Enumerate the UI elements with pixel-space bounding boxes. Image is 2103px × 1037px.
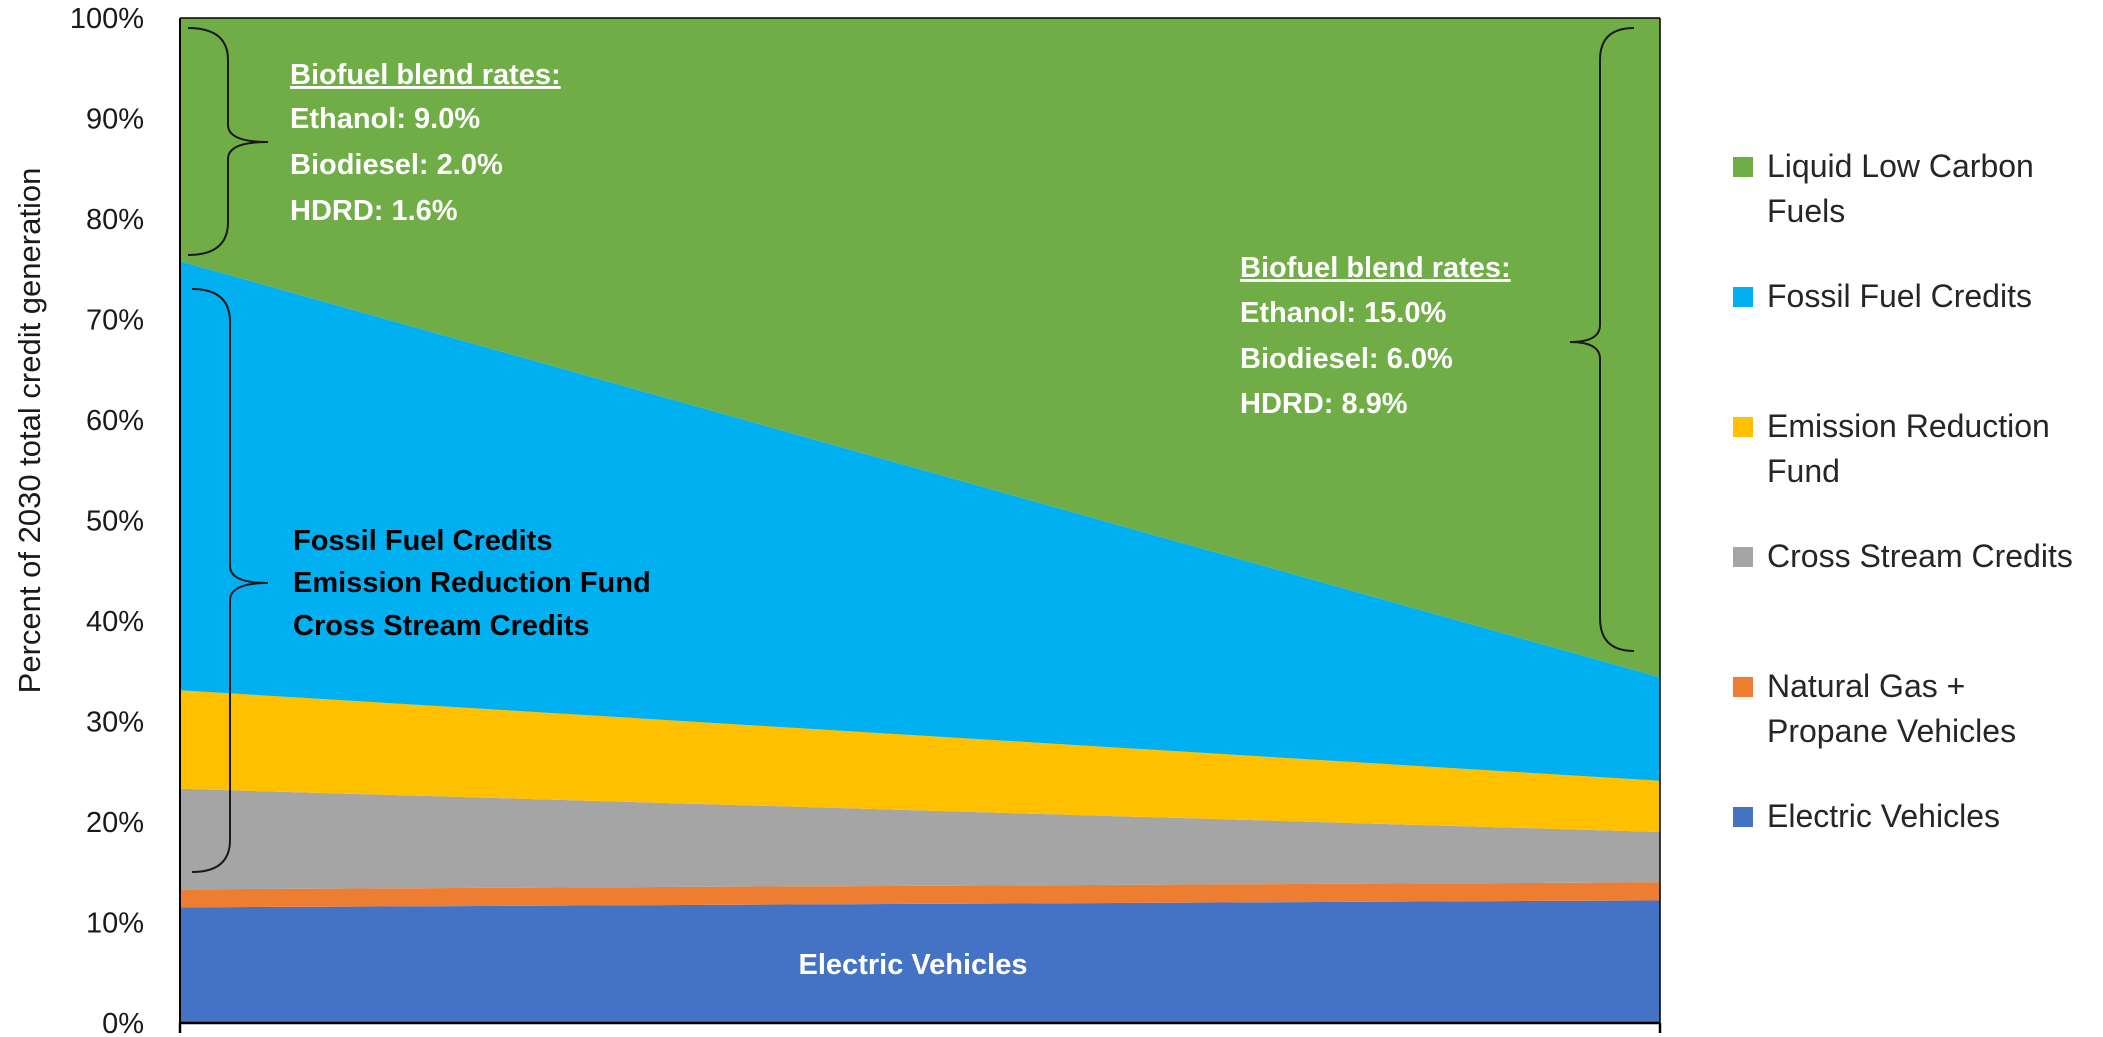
left-blend-line: Biodiesel: 2.0%	[290, 149, 503, 181]
legend-label: Natural Gas + Propane Vehicles	[1767, 668, 2017, 749]
legend-item: Emission Reduction Fund	[1733, 404, 2103, 494]
area-fossil-fuel-credits	[180, 261, 1660, 781]
left-blend-title: Biofuel blend rates:	[290, 59, 561, 91]
legend-item: Cross Stream Credits	[1733, 534, 2103, 579]
legend-label: Emission Reduction Fund	[1767, 408, 2050, 489]
y-tick-label: 30%	[86, 707, 144, 739]
y-tick-label: 100%	[70, 3, 144, 35]
legend-swatch	[1733, 807, 1753, 827]
legend-item: Natural Gas + Propane Vehicles	[1733, 664, 2103, 754]
y-tick-label: 40%	[86, 606, 144, 638]
area-emission-reduction-fund	[180, 690, 1660, 832]
y-axis-label: Percent of 2030 total credit generation	[12, 168, 47, 694]
right-blend-line: Ethanol: 15.0%	[1240, 297, 1446, 329]
legend-label: Fossil Fuel Credits	[1767, 278, 2032, 314]
left-blend-line: HDRD: 1.6%	[290, 195, 458, 227]
legend-item: Electric Vehicles	[1733, 794, 2103, 839]
area-liquid-low-carbon-fuels	[180, 18, 1660, 678]
y-tick-label: 70%	[86, 305, 144, 337]
y-tick-label: 0%	[102, 1008, 144, 1037]
y-tick-label: 90%	[86, 104, 144, 136]
right-blend-title: Biofuel blend rates:	[1240, 252, 1511, 284]
legend-swatch	[1733, 677, 1753, 697]
area-series-group	[180, 18, 1660, 1023]
legend-label: Liquid Low Carbon Fuels	[1767, 148, 2034, 229]
y-tick-label: 80%	[86, 204, 144, 236]
ev-area-label: Electric Vehicles	[799, 949, 1028, 981]
legend-item: Fossil Fuel Credits	[1733, 274, 2103, 319]
y-tick-label: 20%	[86, 807, 144, 839]
right-blend-line: Biodiesel: 6.0%	[1240, 343, 1453, 375]
area-natural-gas-propane-vehicles	[180, 882, 1660, 908]
y-tick-label: 10%	[86, 908, 144, 940]
middle-group-line: Cross Stream Credits	[293, 610, 590, 642]
axes-group	[178, 17, 1662, 1033]
middle-group-line: Emission Reduction Fund	[293, 567, 651, 599]
y-tick-label: 50%	[86, 506, 144, 538]
legend-item: Liquid Low Carbon Fuels	[1733, 144, 2103, 234]
middle-group-line: Fossil Fuel Credits	[293, 525, 552, 557]
legend-swatch	[1733, 287, 1753, 307]
brace-right	[1569, 27, 1635, 652]
area-electric-vehicles	[180, 900, 1660, 1023]
legend-label: Electric Vehicles	[1767, 798, 2000, 834]
right-blend-line: HDRD: 8.9%	[1240, 388, 1408, 420]
legend-swatch	[1733, 547, 1753, 567]
legend-swatch	[1733, 157, 1753, 177]
y-tick-label: 60%	[86, 405, 144, 437]
y-axis-ticks: 0% 10% 20% 30% 40% 50% 60% 70% 80% 90% 100%	[70, 3, 144, 1037]
area-cross-stream-credits	[180, 788, 1660, 890]
brace-left-top	[187, 27, 269, 256]
legend-swatch	[1733, 417, 1753, 437]
legend-label: Cross Stream Credits	[1767, 538, 2073, 574]
left-blend-line: Ethanol: 9.0%	[290, 103, 480, 135]
brace-left-bottom	[191, 288, 269, 873]
